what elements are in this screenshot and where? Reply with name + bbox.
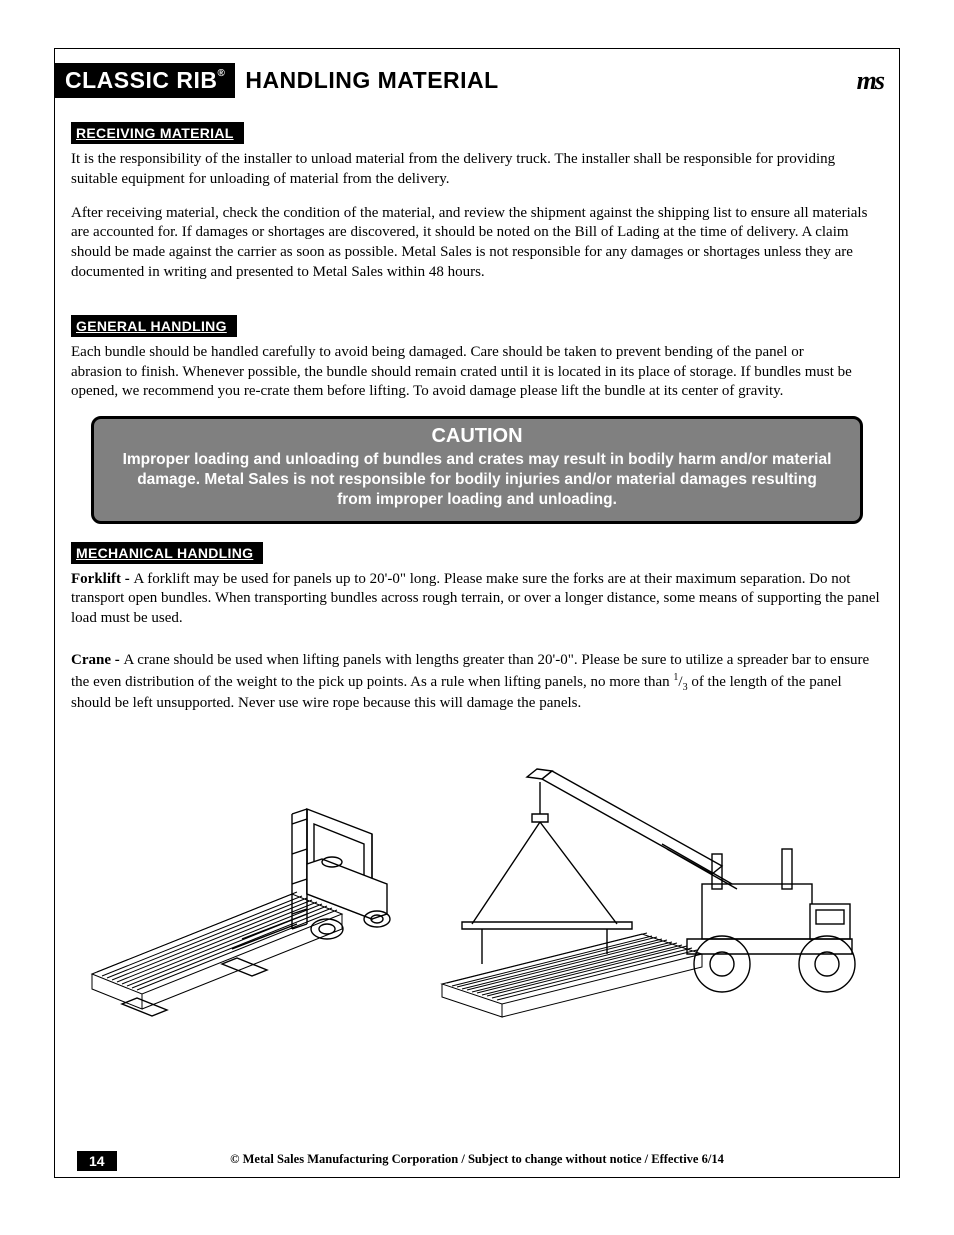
section-heading-receiving: RECEIVING MATERIAL xyxy=(71,122,244,144)
receiving-paragraph-1: It is the responsibility of the installe… xyxy=(71,150,883,190)
general-paragraph-1: Each bundle should be handled carefully … xyxy=(71,343,883,402)
title-badge-text: CLASSIC RIB xyxy=(65,67,217,94)
fraction-numerator: 1 xyxy=(673,672,678,683)
forklift-label: Forklift - xyxy=(71,571,133,587)
crane-paragraph: Crane - A crane should be used when lift… xyxy=(71,651,883,714)
page-header: CLASSIC RIB® HANDLING MATERIAL ms xyxy=(55,49,899,104)
crane-icon xyxy=(432,754,872,1054)
forklift-icon xyxy=(82,754,422,1044)
section-heading-mechanical: MECHANICAL HANDLING xyxy=(71,542,263,564)
receiving-paragraph-2: After receiving material, check the cond… xyxy=(71,204,883,283)
caution-title: CAUTION xyxy=(122,425,832,448)
brand-logo: ms xyxy=(857,66,883,96)
page-content: RECEIVING MATERIAL It is the responsibil… xyxy=(55,104,899,1054)
registered-mark: ® xyxy=(217,69,225,79)
caution-body: Improper loading and unloading of bundle… xyxy=(122,450,832,510)
forklift-paragraph: Forklift - A forklift may be used for pa… xyxy=(71,570,883,629)
illustration-row xyxy=(71,754,883,1054)
footer-copyright: © Metal Sales Manufacturing Corporation … xyxy=(55,1152,899,1167)
page-title: HANDLING MATERIAL xyxy=(245,67,498,94)
title-badge: CLASSIC RIB® xyxy=(55,63,235,98)
crane-label: Crane - xyxy=(71,652,124,668)
caution-box: CAUTION Improper loading and unloading o… xyxy=(91,416,863,523)
document-page: CLASSIC RIB® HANDLING MATERIAL ms RECEIV… xyxy=(54,48,900,1178)
section-heading-general: GENERAL HANDLING xyxy=(71,315,237,337)
forklift-text: A forklift may be used for panels up to … xyxy=(71,571,880,627)
